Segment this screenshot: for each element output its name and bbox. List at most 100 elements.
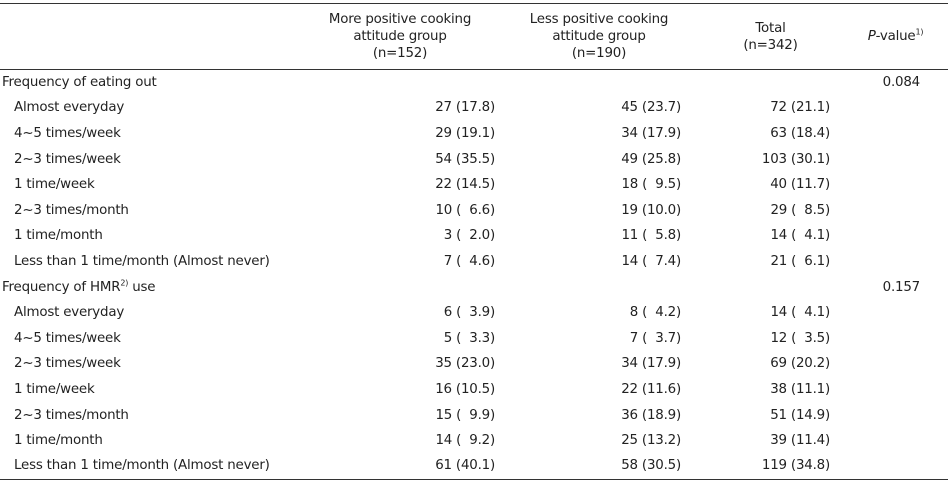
cell-total: 40 (11.7) [770, 177, 830, 193]
cell-total: 103 (30.1) [761, 151, 830, 167]
cell-total: 21 ( 6.1) [770, 253, 830, 269]
cell-p-value-empty [843, 351, 948, 377]
table-header-row: More positive cooking attitude group (n=… [0, 3, 948, 70]
section-title-suffix: use [128, 279, 156, 295]
section-title: Frequency of eating out [0, 70, 843, 96]
row-label: 4~5 times/week [14, 125, 121, 141]
header-less-positive: Less positive cooking attitude group (n=… [500, 3, 698, 70]
row-label: Less than 1 time/month (Almost never) [0, 453, 300, 480]
cell-more-positive: 61 (40.1) [300, 453, 500, 480]
row-label: 1 time/month [14, 228, 103, 244]
cell-p-value-empty [843, 95, 948, 121]
table-row: 1 time/week 16 (10.5) 22 (11.6) 38 (11.1) [0, 377, 948, 403]
cell-total: 63 (18.4) [770, 125, 830, 141]
table-row: 1 time/month 3 ( 2.0) 11 ( 5.8) 14 ( 4.1) [0, 223, 948, 249]
cell-less-positive: 36 (18.9) [621, 407, 681, 423]
cell-total: 51 (14.9) [770, 407, 830, 423]
cell-p-value-empty [843, 249, 948, 275]
cell-p-value-empty [843, 377, 948, 403]
cell-more-positive: 16 (10.5) [435, 381, 495, 397]
table-row: 4~5 times/week 29 (19.1) 34 (17.9) 63 (18.4… [0, 121, 948, 147]
cell-less-positive: 11 ( 5.8) [621, 228, 681, 244]
table-row: 2~3 times/month 15 ( 9.9) 36 (18.9) 51 (14.… [0, 402, 948, 428]
row-label: 1 time/week [14, 381, 95, 397]
table-row: Almost everyday 27 (17.8) 45 (23.7) 72 (21.… [0, 95, 948, 121]
header-more-line-2: attitude group [353, 29, 447, 44]
cell-more-positive: 22 (14.5) [435, 177, 495, 193]
section-row: Frequency of HMR2) use 0.157 [0, 274, 948, 300]
header-total-line-1: Total [755, 20, 786, 36]
cell-less-positive: 45 (23.7) [621, 100, 681, 116]
header-more-positive: More positive cooking attitude group (n=… [300, 3, 500, 70]
cell-less-positive: 22 (11.6) [621, 381, 681, 397]
section-title-text: Frequency of HMR [2, 279, 121, 295]
header-label [0, 3, 300, 70]
header-p-footnote: 1) [915, 27, 924, 37]
cell-total: 29 ( 8.5) [770, 202, 830, 218]
cell-less-positive: 14 ( 7.4) [621, 253, 681, 269]
cell-total: 119 (34.8) [698, 453, 843, 480]
header-total-line-2: (n=342) [743, 37, 798, 53]
row-label: 2~3 times/week [14, 356, 121, 372]
cell-more-positive: 7 ( 4.6) [443, 253, 495, 269]
row-label: Less than 1 time/month (Almost never) [14, 253, 270, 269]
cell-less-positive: 7 ( 3.7) [629, 330, 681, 346]
cell-more-positive: 5 ( 3.3) [443, 330, 495, 346]
cell-total: 72 (21.1) [770, 100, 830, 116]
table-body: Frequency of eating out 0.084 Almost every… [0, 70, 948, 480]
cell-p-value-empty [843, 146, 948, 172]
p-value: 0.084 [882, 75, 921, 91]
header-less-line-1: Less positive cooking [529, 12, 669, 27]
row-label: Almost everyday [14, 100, 125, 116]
header-p-rest: -value [875, 29, 916, 44]
table-row: 2~3 times/month 10 ( 6.6) 19 (10.0) 29 ( 8.… [0, 197, 948, 223]
table-row: 4~5 times/week 5 ( 3.3) 7 ( 3.7) 12 ( 3.5) [0, 325, 948, 351]
cell-more-positive: 15 ( 9.9) [435, 407, 495, 423]
cell-total: 39 (11.4) [770, 433, 830, 449]
cell-total: 14 ( 4.1) [770, 305, 830, 321]
cell-more-positive: 35 (23.0) [435, 356, 495, 372]
section-title-footnote: 2) [120, 278, 129, 288]
table-row: 1 time/month 14 ( 9.2) 25 (13.2) 39 (11.4) [0, 428, 948, 454]
section-title-text: Frequency of eating out [2, 75, 157, 91]
row-label: 2~3 times/month [14, 407, 129, 423]
row-label: Almost everyday [14, 305, 125, 321]
cell-less-positive: 49 (25.8) [621, 151, 681, 167]
cell-p-value-empty [843, 325, 948, 351]
cell-less-positive: 34 (17.9) [621, 125, 681, 141]
cell-less-positive: 19 (10.0) [621, 202, 681, 218]
cell-total: 69 (20.2) [770, 356, 830, 372]
row-label: 2~3 times/month [14, 202, 129, 218]
header-total: Total (n=342) [698, 3, 843, 70]
table-row: Almost everyday 6 ( 3.9) 8 ( 4.2) 14 ( 4.1) [0, 300, 948, 326]
cell-less-positive: 8 ( 4.2) [629, 305, 681, 321]
cell-more-positive: 27 (17.8) [435, 100, 495, 116]
cell-less-positive: 25 (13.2) [621, 433, 681, 449]
cell-less-positive: 18 ( 9.5) [621, 177, 681, 193]
cell-p-value-empty [843, 428, 948, 454]
cell-more-positive: 10 ( 6.6) [435, 202, 495, 218]
data-table: More positive cooking attitude group (n=… [0, 3, 948, 480]
header-less-line-2: attitude group [552, 29, 646, 44]
table-row: 2~3 times/week 54 (35.5) 49 (25.8) 103 (30.… [0, 146, 948, 172]
table-row: 1 time/week 22 (14.5) 18 ( 9.5) 40 (11.7) [0, 172, 948, 198]
cell-p-value-empty [843, 453, 948, 480]
header-p-value: P-value1) [843, 3, 948, 70]
row-label: 2~3 times/week [14, 151, 121, 167]
cell-more-positive: 3 ( 2.0) [443, 228, 495, 244]
section-title: Frequency of HMR2) use [0, 274, 843, 300]
table-row: Less than 1 time/month (Almost never) 7 (… [0, 249, 948, 275]
row-label: 1 time/month [14, 433, 103, 449]
table-row: 2~3 times/week 35 (23.0) 34 (17.9) 69 (20.2… [0, 351, 948, 377]
table-row: Less than 1 time/month (Almost never) 61 … [0, 453, 948, 480]
header-less-line-3: (n=190) [571, 46, 627, 61]
cell-p-value-empty [843, 223, 948, 249]
cell-total: 38 (11.1) [770, 381, 830, 397]
cell-p-value-empty [843, 172, 948, 198]
cell-p-value-empty [843, 402, 948, 428]
header-more-line-1: More positive cooking [328, 12, 472, 27]
cell-p-value-empty [843, 121, 948, 147]
cell-less-positive: 58 (30.5) [500, 453, 698, 480]
cell-p-value-empty [843, 300, 948, 326]
